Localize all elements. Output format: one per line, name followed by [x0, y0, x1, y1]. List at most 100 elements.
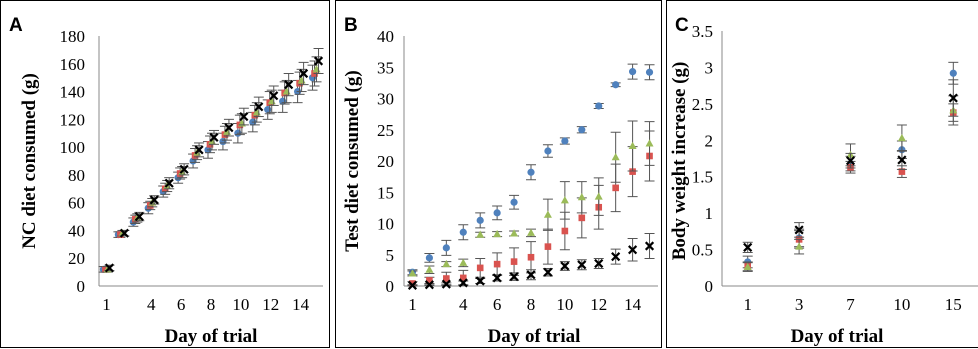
y-tick-label: 0.5: [692, 241, 713, 260]
data-point-series-1: [527, 168, 535, 176]
data-point-series-1: [612, 81, 620, 89]
data-point-series-4: [526, 270, 536, 280]
data-point-series-2: [409, 280, 416, 287]
data-point-series-4: [239, 111, 249, 122]
data-point-series-4: [845, 156, 856, 166]
panel-letter-a: A: [9, 15, 23, 36]
data-point-series-4: [611, 252, 621, 262]
data-point-series-4: [560, 261, 570, 271]
y-tick-label: 120: [60, 110, 86, 129]
data-point-series-4: [284, 80, 294, 90]
data-point-series-2: [612, 184, 619, 192]
data-point-series-3: [897, 133, 906, 142]
data-point-series-1: [476, 216, 484, 224]
y-tick-label: 20: [68, 249, 85, 268]
y-tick-label: 100: [60, 138, 86, 157]
panel-letter-b: B: [344, 15, 358, 36]
data-point-series-3: [408, 269, 417, 277]
data-point-series-4: [134, 211, 144, 222]
data-point-series-2: [459, 274, 467, 282]
y-tick-label: 140: [60, 83, 86, 102]
data-point-series-2: [544, 243, 552, 250]
data-point-series-4: [577, 260, 587, 270]
y-tick-label: 40: [377, 27, 394, 46]
x-tick-label: 3: [795, 295, 804, 314]
y-tick-label: 1.5: [692, 168, 713, 187]
y-axis-title: Test diet consumed (g): [342, 70, 363, 251]
x-tick-label: 1: [743, 295, 752, 314]
data-point-series-3: [476, 230, 485, 238]
x-tick-label: 12: [590, 295, 607, 314]
x-tick-label: 12: [262, 295, 279, 314]
x-tick-label: 8: [207, 295, 216, 314]
data-point-series-3: [442, 259, 451, 268]
y-tick-label: 35: [377, 58, 394, 77]
data-point-series-3: [425, 265, 434, 273]
data-point-series-2: [443, 275, 450, 282]
x-tick-label: 7: [846, 295, 855, 314]
data-point-series-4: [424, 280, 434, 290]
y-tick-label: 3: [705, 58, 714, 77]
data-point-series-3: [527, 228, 535, 236]
data-point-series-4: [441, 279, 451, 289]
y-tick-label: 10: [377, 215, 394, 234]
y-axis-title: Body weight increase (g): [669, 62, 690, 261]
data-point-series-4: [164, 178, 174, 188]
data-point-series-2: [426, 277, 433, 284]
x-axis-title: Day of trial: [791, 326, 884, 347]
data-point-series-3: [795, 242, 804, 250]
data-point-series-4: [594, 258, 604, 269]
x-tick-label: 4: [147, 295, 156, 314]
x-tick-label: 14: [292, 295, 310, 314]
data-point-series-3: [645, 139, 654, 147]
data-point-series-3: [510, 229, 519, 237]
x-tick-label: 1: [408, 295, 417, 314]
y-tick-label: 0: [386, 277, 395, 296]
data-point-series-1: [561, 137, 569, 145]
x-axis-title: Day of trial: [165, 326, 258, 347]
data-point-series-3: [312, 65, 321, 73]
data-point-series-1: [425, 254, 433, 262]
data-point-series-3: [560, 196, 569, 204]
data-point-series-3: [628, 141, 637, 149]
x-tick-label: 10: [893, 295, 910, 314]
data-point-series-4: [743, 242, 753, 252]
data-point-series-4: [628, 245, 638, 255]
data-point-series-4: [794, 225, 804, 235]
data-point-series-1: [510, 198, 518, 206]
data-point-series-4: [299, 68, 309, 79]
data-point-series-1: [219, 137, 227, 146]
x-tick-label: 6: [177, 295, 186, 314]
y-tick-label: 3.5: [692, 22, 713, 41]
data-point-series-4: [407, 280, 418, 290]
chart-c: C 0 0.5 1 1.5 2 2.5 3 3.5 1 3 7 10 15 Day of trial Bod…: [669, 15, 978, 347]
data-point-series-3: [297, 76, 306, 84]
x-tick-label: 8: [527, 295, 536, 314]
data-point-series-1: [629, 68, 637, 76]
data-point-series-4: [475, 276, 485, 286]
y-tick-label: 180: [60, 27, 86, 46]
data-point-series-4: [897, 155, 907, 165]
data-point-series-4: [179, 164, 189, 174]
data-point-series-1: [442, 244, 450, 252]
data-point-series-4: [948, 93, 958, 103]
data-point-series-4: [269, 91, 279, 101]
y-tick-label: 0: [705, 277, 714, 296]
data-point-series-3: [459, 258, 468, 266]
data-point-series-3: [543, 210, 552, 218]
data-point-series-4: [458, 278, 468, 288]
y-tick-label: 25: [377, 121, 394, 140]
y-axis-title: NC diet consumed (g): [19, 73, 40, 249]
data-point-series-2: [629, 168, 636, 175]
y-tick-label: 0: [77, 277, 86, 296]
data-point-series-2: [527, 253, 535, 261]
x-tick-label: 15: [945, 295, 962, 314]
x-tick-label: 1: [102, 295, 111, 314]
data-point-series-4: [543, 267, 553, 277]
data-point-series-3: [493, 229, 502, 238]
data-point-series-4: [194, 145, 204, 155]
y-tick-label: 2.5: [692, 95, 713, 114]
panel-a: A 0 20 40 60 80 100 120 140 160 180 1 4 6 8 10 12 14 Day …: [0, 0, 330, 348]
